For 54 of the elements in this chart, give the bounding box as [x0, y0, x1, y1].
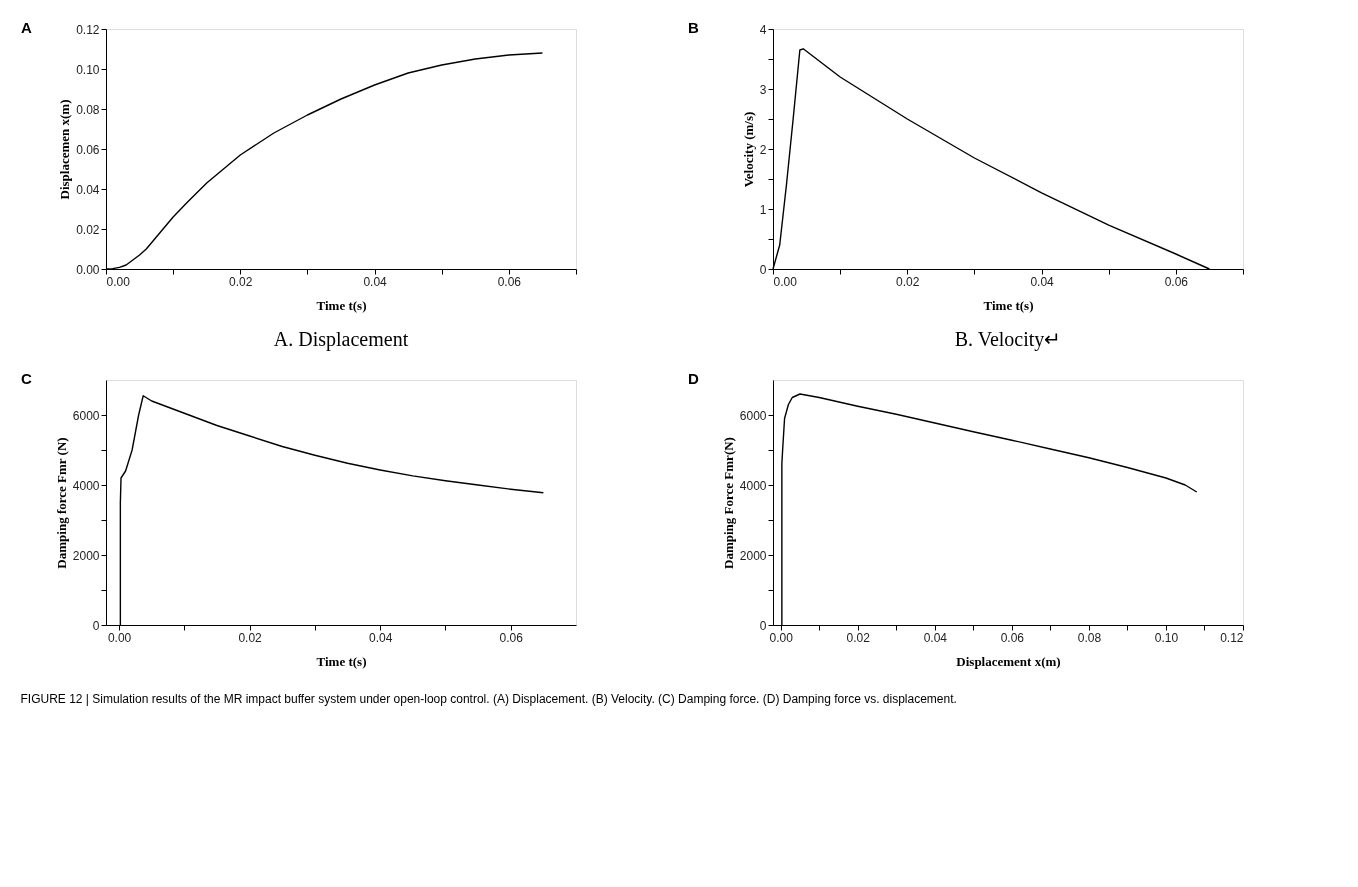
x-tick-label: 0.04	[363, 274, 388, 289]
chart-title: D	[688, 370, 699, 387]
y-tick-label: 0	[92, 618, 100, 633]
chart-title: B	[688, 19, 699, 36]
x-axis-title: Time t(s)	[316, 653, 367, 669]
y-tick-label: 0.00	[76, 262, 100, 277]
y-tick-label: 6000	[739, 408, 767, 423]
x-tick-label: 0.06	[1000, 630, 1025, 645]
x-tick-label: 0.06	[497, 274, 522, 289]
y-tick-label: 0.10	[76, 62, 100, 77]
y-axis-title: Displacemen x(m)	[57, 99, 73, 200]
chart-title: A	[21, 19, 32, 36]
x-tick-label: 0.02	[846, 630, 871, 645]
y-tick-label: 0.08	[76, 102, 100, 117]
x-tick-label: 0.00	[106, 274, 131, 289]
x-tick-label: 0.00	[773, 274, 798, 289]
x-tick-label: 0.02	[238, 630, 263, 645]
y-tick-label: 0.02	[76, 222, 100, 237]
x-tick-label: 0.08	[1077, 630, 1102, 645]
x-tick-label: 0.04	[1030, 274, 1055, 289]
y-tick-label: 2000	[72, 548, 100, 563]
x-tick-label: 0.02	[229, 274, 253, 289]
y-axis-title: Damping force Fmr (N)	[53, 437, 69, 569]
y-axis-title: Velocity (m/s)	[740, 111, 756, 188]
x-tick-label: 0.04	[368, 630, 393, 645]
x-tick-label: 0.00	[107, 630, 132, 645]
x-tick-label: 0.10	[1154, 630, 1179, 645]
x-tick-label: 0.12	[1220, 630, 1244, 645]
chart-title: C	[21, 370, 32, 387]
x-tick-label: 0.00	[769, 630, 794, 645]
y-tick-label: 4000	[72, 478, 100, 493]
x-axis-title: Displacement x(m)	[956, 653, 1061, 669]
x-axis-title: Time t(s)	[983, 297, 1034, 313]
x-tick-label: 0.04	[923, 630, 948, 645]
text: B. Velocity↵	[954, 328, 1062, 351]
x-axis-title: Time t(s)	[316, 297, 367, 313]
x-tick-label: 0.02	[896, 274, 920, 289]
y-tick-label: 0.04	[76, 182, 100, 197]
text: A. Displacement	[273, 328, 409, 351]
caption: FIGURE 12 | Simulation results of the MR impact buffer system under open-loop control. (A) Displacement. (B) Velocity. (C) Damping force. (D) Damping force vs. displacement.	[20, 691, 957, 706]
y-tick-label: 0.06	[76, 142, 100, 157]
y-tick-label: 0	[759, 262, 767, 277]
y-tick-label: 2000	[739, 548, 767, 563]
y-tick-label: 6000	[72, 408, 100, 423]
y-tick-label: 4000	[739, 478, 767, 493]
y-tick-label: 3	[759, 82, 767, 97]
y-axis-title: Damping Force Fmr(N)	[720, 437, 736, 569]
y-tick-label: 0.12	[76, 22, 100, 37]
y-tick-label: 2	[759, 142, 767, 157]
y-tick-label: 1	[759, 202, 767, 217]
y-tick-label: 0	[759, 618, 767, 633]
x-tick-label: 0.06	[499, 630, 524, 645]
x-tick-label: 0.06	[1164, 274, 1189, 289]
y-tick-label: 4	[759, 22, 767, 37]
